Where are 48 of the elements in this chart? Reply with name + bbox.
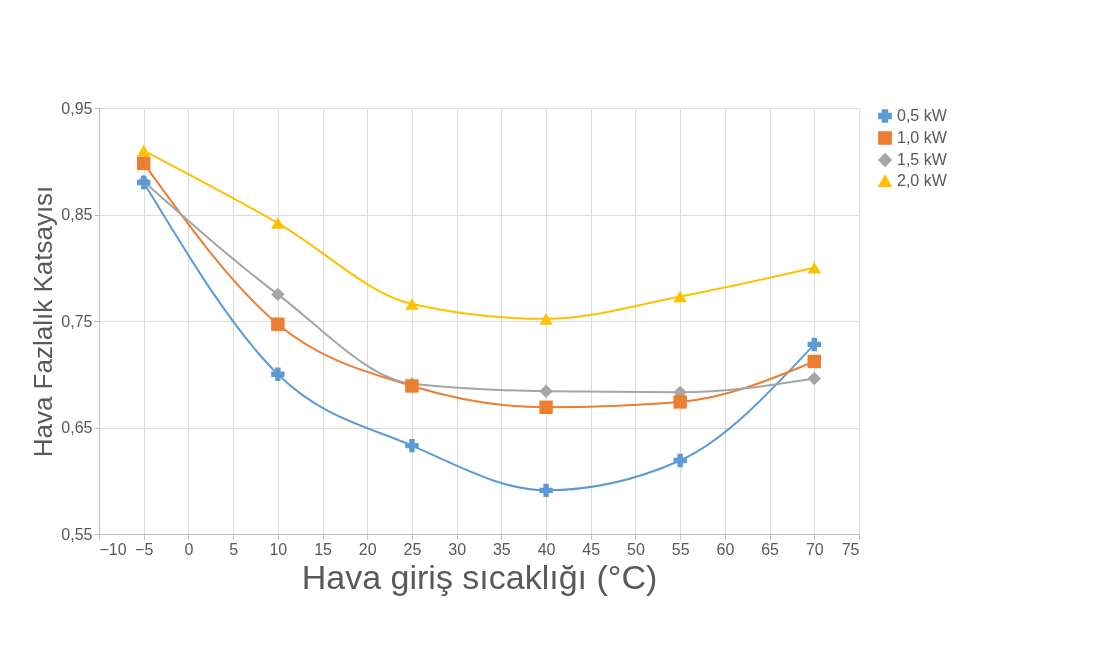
x-axis-title: Hava giriş sıcaklığı (°C) (301, 557, 658, 596)
point (673, 395, 687, 409)
legend-label: 2,0 kW (897, 172, 948, 189)
x-tick-label: 0 (184, 540, 194, 558)
point (673, 453, 687, 468)
x-tick-label: 5 (229, 540, 239, 558)
legend-label: 1,0 kW (897, 129, 948, 146)
x-tick-label: 50 (627, 540, 645, 558)
point (807, 261, 821, 274)
x-tick-label: 55 (671, 540, 690, 558)
x-tick-label: 60 (716, 540, 735, 558)
y-tick-label: 0,55 (61, 525, 93, 543)
x-tick-label: 75 (841, 540, 860, 558)
legend-label: 0,5 kW (897, 107, 948, 124)
point (539, 400, 553, 414)
point (807, 354, 821, 369)
point (539, 483, 553, 498)
x-tick-label: −5 (135, 540, 154, 558)
point (807, 337, 821, 352)
x-tick-label: 40 (537, 540, 556, 558)
point (673, 290, 687, 303)
x-tick-label: 30 (448, 540, 467, 558)
point (405, 298, 419, 310)
x-tick-label: 20 (358, 540, 377, 558)
y-tick-label: 0,85 (61, 206, 93, 223)
y-tick-label: 0,95 (61, 99, 93, 117)
x-tick-label: 25 (403, 540, 422, 558)
x-tick-label: 65 (761, 540, 780, 558)
point (271, 317, 285, 331)
point (271, 287, 285, 302)
x-tick-label: 45 (582, 540, 601, 558)
y-axis-title: Hava Fazlalık Katsayısı (28, 185, 59, 458)
point (271, 367, 285, 381)
legend-label: 1,5 kW (897, 151, 948, 168)
y-tick-label: 0,65 (61, 419, 93, 436)
point (137, 156, 151, 171)
point (271, 217, 285, 229)
point (807, 371, 821, 386)
point (137, 144, 151, 157)
point (539, 384, 553, 398)
x-tick-label: −10 (99, 540, 127, 558)
point (405, 438, 419, 453)
x-tick-label: 35 (492, 540, 511, 558)
x-tick-label: 10 (269, 540, 288, 558)
y-tick-label: 0,75 (61, 312, 93, 330)
point (539, 313, 553, 325)
x-tick-label: 15 (314, 540, 333, 558)
x-tick-label: 70 (805, 540, 824, 558)
